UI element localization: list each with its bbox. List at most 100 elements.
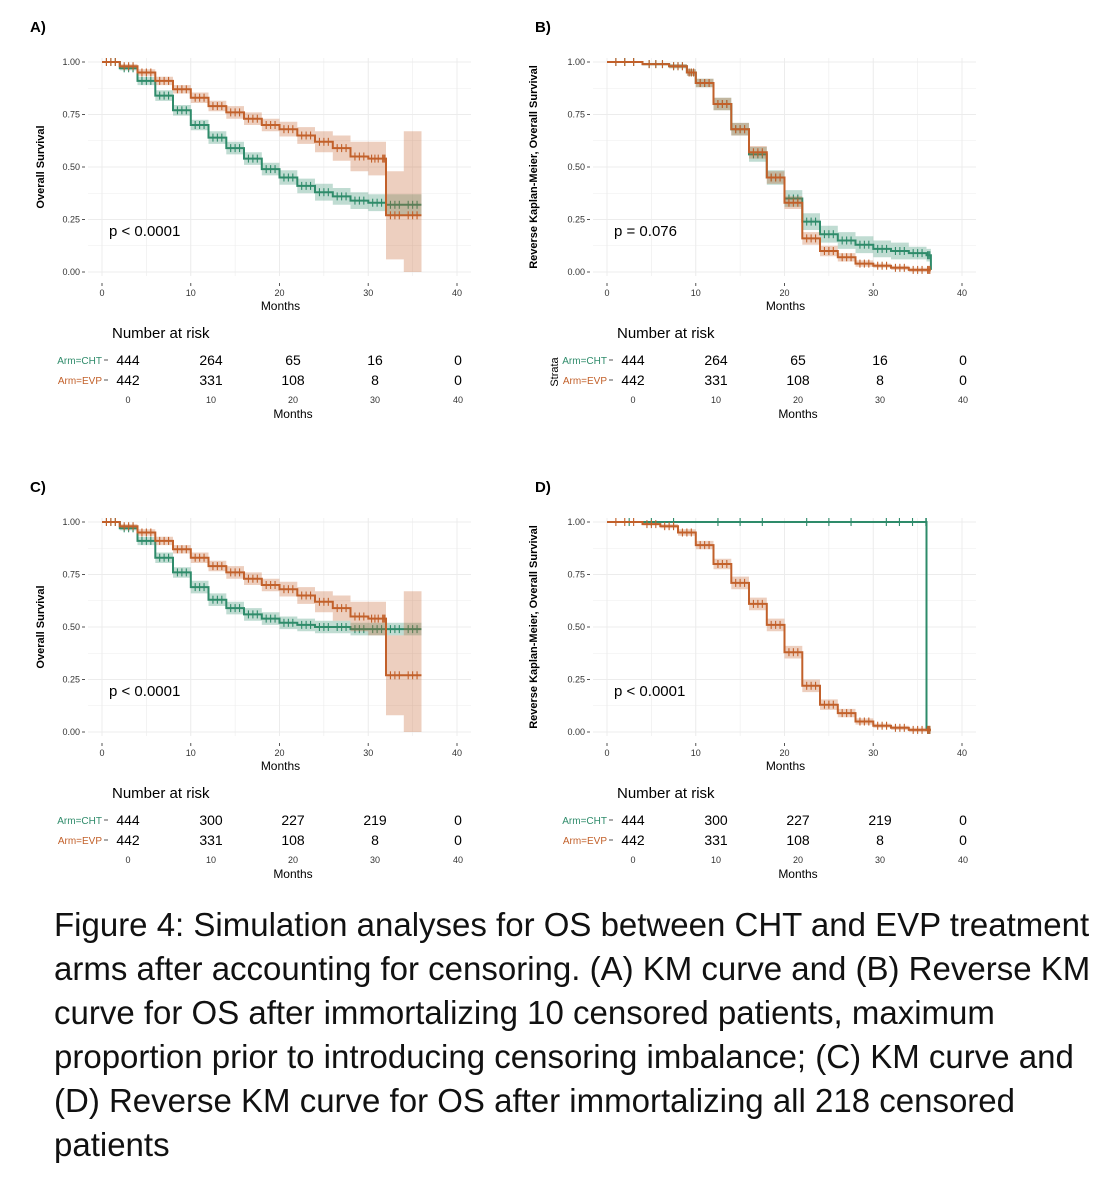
y-tick-label: 1.00 (62, 57, 80, 67)
censor-marks-arm-evp (615, 58, 931, 274)
panel-c: C) 0.00 0.25 0.50 0.75 1.00 0 10 20 30 40 Months Ove… (30, 479, 471, 881)
risk-count: 16 (367, 352, 383, 368)
risk-x-tick-label: 30 (370, 395, 380, 405)
risk-count: 0 (454, 812, 462, 828)
panel-b: B) 0.00 0.25 0.50 0.75 1.00 0 10 20 30 40 Months Rev… (528, 19, 976, 421)
risk-x-tick-label: 40 (958, 395, 968, 405)
grid (593, 518, 976, 736)
risk-count: 331 (704, 832, 728, 848)
p-value: p < 0.0001 (614, 683, 685, 700)
risk-x-tick-label: 40 (453, 855, 463, 865)
y-axis-title: Overall Survival (35, 125, 47, 208)
y-tick-label: 1.00 (567, 517, 585, 527)
risk-count: 0 (454, 372, 462, 388)
panel-a: A) 0.00 0.25 0.50 0.75 1.00 0 10 20 30 40 Months Ove… (30, 19, 471, 421)
risk-count: 442 (621, 832, 645, 848)
y-axis-title: Overall Survival (35, 585, 47, 668)
risk-count: 0 (959, 812, 967, 828)
y-tick-label: 0.00 (62, 267, 80, 277)
y-tick-label: 0.00 (567, 267, 585, 277)
risk-x-tick-label: 20 (793, 395, 803, 405)
y-tick-label: 0.00 (62, 727, 80, 737)
risk-table-title: Number at risk (617, 325, 715, 342)
km-curve-arm-cht (102, 521, 422, 631)
grid (88, 58, 471, 276)
risk-count: 444 (621, 812, 645, 828)
risk-count: 108 (786, 832, 810, 848)
strata-label: Arm=CHT (562, 356, 607, 367)
risk-count: 16 (872, 352, 888, 368)
x-tick-label: 30 (868, 748, 878, 758)
risk-count: 0 (454, 352, 462, 368)
y-tick-label: 0.50 (62, 622, 80, 632)
x-tick-label: 10 (186, 288, 196, 298)
risk-x-tick-label: 10 (711, 395, 721, 405)
y-tick-label: 0.75 (62, 110, 80, 120)
x-axis-title: Months (766, 759, 805, 773)
risk-x-tick-label: 30 (875, 395, 885, 405)
y-tick-label: 0.25 (567, 215, 585, 225)
x-tick-label: 10 (691, 288, 701, 298)
risk-x-tick-label: 30 (370, 855, 380, 865)
y-tick-label: 0.50 (567, 162, 585, 172)
risk-count: 331 (199, 832, 223, 848)
ci-band-arm-evp (607, 522, 931, 732)
risk-count: 0 (454, 832, 462, 848)
risk-count: 0 (959, 372, 967, 388)
censor-marks-arm-evp (105, 58, 418, 220)
risk-x-tick-label: 0 (630, 395, 635, 405)
x-tick-label: 0 (604, 748, 609, 758)
risk-count: 8 (876, 832, 884, 848)
censor-marks-arm-evp (615, 518, 931, 734)
x-tick-label: 0 (99, 288, 104, 298)
risk-table: Number at risk Arm=CHT 444 264 65 16 0 Arm=EVP 4… (549, 325, 968, 421)
panel-letter: C) (30, 479, 46, 496)
x-tick-label: 40 (452, 748, 462, 758)
censor-marks-arm-evp (105, 518, 418, 680)
km-curve-arm-cht (102, 61, 422, 206)
x-tick-label: 20 (274, 288, 284, 298)
risk-count: 219 (363, 812, 387, 828)
risk-x-tick-label: 20 (793, 855, 803, 865)
y-tick-label: 1.00 (62, 517, 80, 527)
x-axis-title: Months (261, 759, 300, 773)
panel-letter: A) (30, 19, 46, 36)
risk-x-tick-label: 30 (875, 855, 885, 865)
x-tick-label: 20 (274, 748, 284, 758)
risk-x-tick-label: 40 (453, 395, 463, 405)
risk-count: 0 (959, 832, 967, 848)
grid (593, 58, 976, 276)
strata-label: Arm=EVP (58, 836, 103, 847)
ci-band-arm-evp (102, 62, 422, 272)
risk-count: 264 (704, 352, 728, 368)
risk-count: 65 (790, 352, 806, 368)
strata-axis-title: Strata (549, 356, 561, 386)
risk-count: 227 (786, 812, 810, 828)
risk-x-axis-title: Months (778, 867, 817, 881)
grid (88, 518, 471, 736)
x-tick-label: 40 (957, 748, 967, 758)
strata-label: Arm=EVP (563, 836, 608, 847)
km-curve-arm-evp (607, 521, 931, 731)
risk-x-tick-label: 10 (711, 855, 721, 865)
risk-count: 442 (621, 372, 645, 388)
panel-letter: D) (535, 479, 551, 496)
y-tick-label: 0.75 (567, 110, 585, 120)
risk-x-axis-title: Months (273, 867, 312, 881)
x-tick-label: 40 (957, 288, 967, 298)
x-tick-label: 0 (99, 748, 104, 758)
strata-label: Arm=CHT (562, 816, 607, 827)
km-curve-arm-evp (102, 61, 422, 217)
risk-x-tick-label: 0 (125, 855, 130, 865)
p-value: p = 0.076 (614, 223, 677, 240)
risk-x-axis-title: Months (778, 407, 817, 421)
risk-count: 444 (116, 812, 140, 828)
km-curve-arm-evp (607, 61, 931, 271)
risk-table-title: Number at risk (112, 785, 210, 802)
risk-count: 219 (868, 812, 892, 828)
x-tick-label: 30 (363, 748, 373, 758)
x-axis-title: Months (766, 299, 805, 313)
risk-count: 65 (285, 352, 301, 368)
y-axis-title: Reverse Kaplan-Meier, Overall Survival (528, 525, 540, 729)
